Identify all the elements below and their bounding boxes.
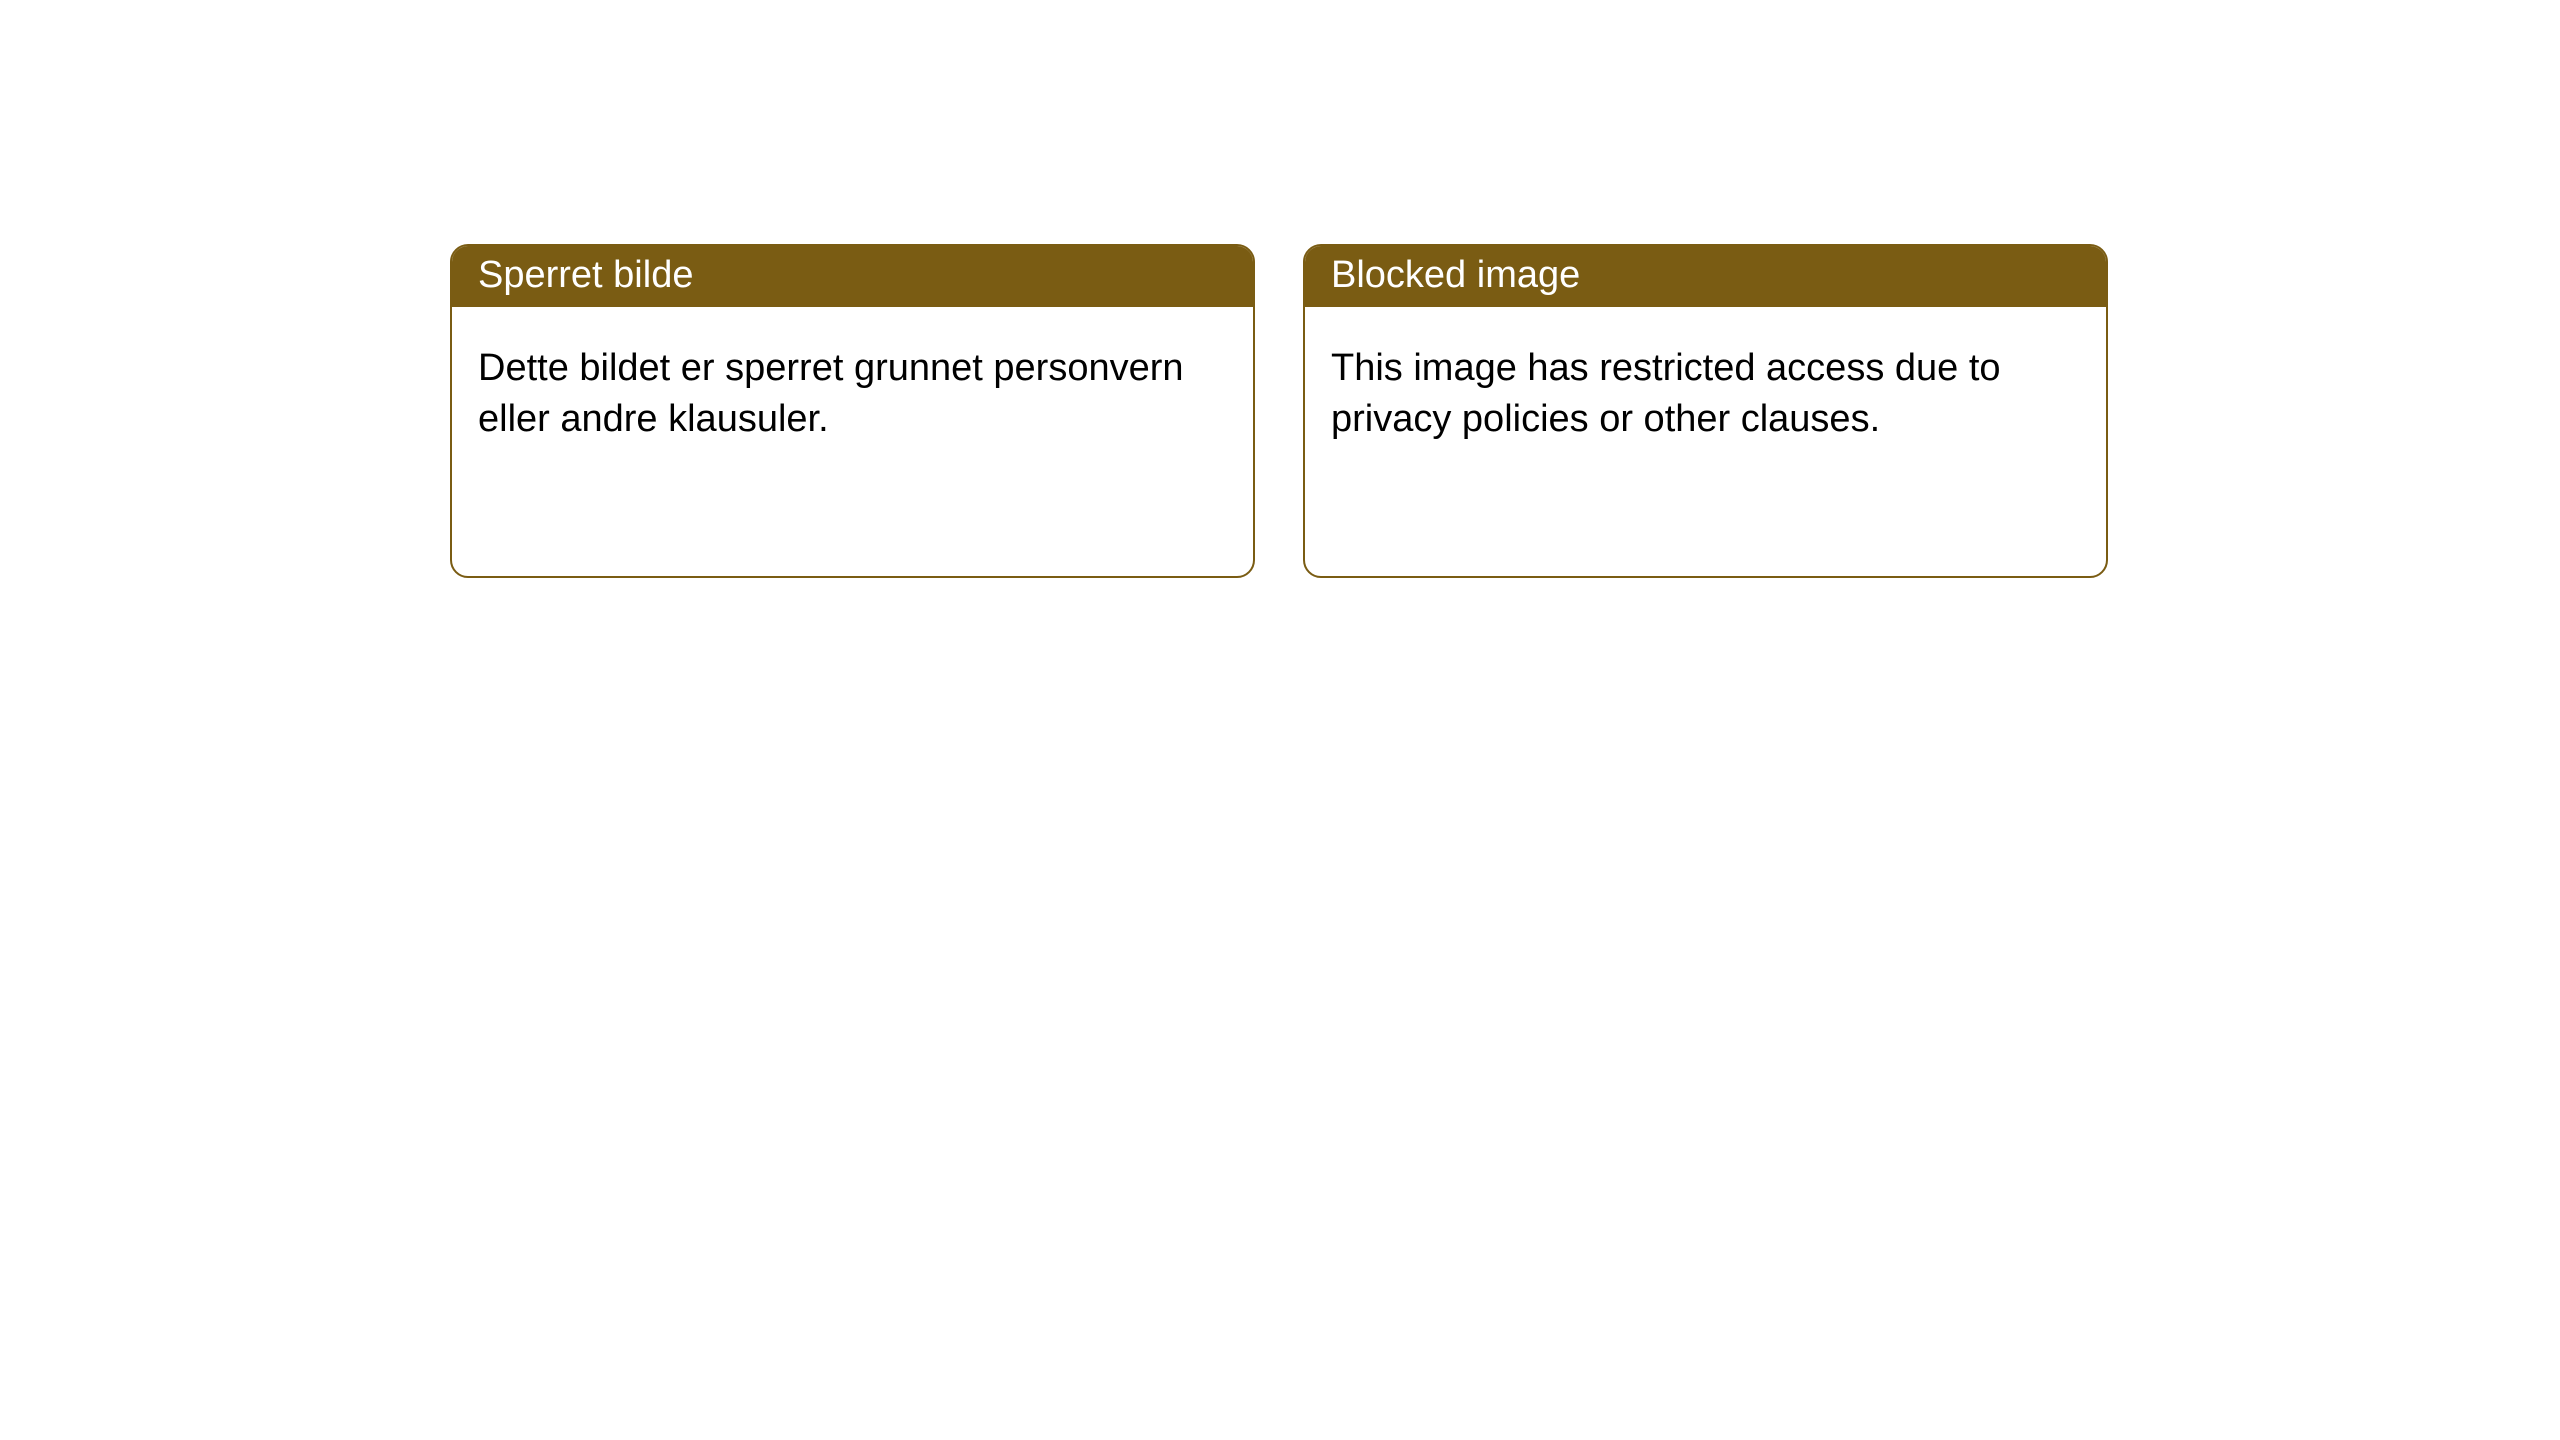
- blocked-image-card-norwegian: Sperret bilde Dette bildet er sperret gr…: [450, 244, 1255, 578]
- card-title: Blocked image: [1305, 246, 2106, 307]
- blocked-image-card-english: Blocked image This image has restricted …: [1303, 244, 2108, 578]
- notice-container: Sperret bilde Dette bildet er sperret gr…: [0, 0, 2560, 578]
- card-body-text: This image has restricted access due to …: [1305, 307, 2106, 472]
- card-title: Sperret bilde: [452, 246, 1253, 307]
- card-body-text: Dette bildet er sperret grunnet personve…: [452, 307, 1253, 472]
